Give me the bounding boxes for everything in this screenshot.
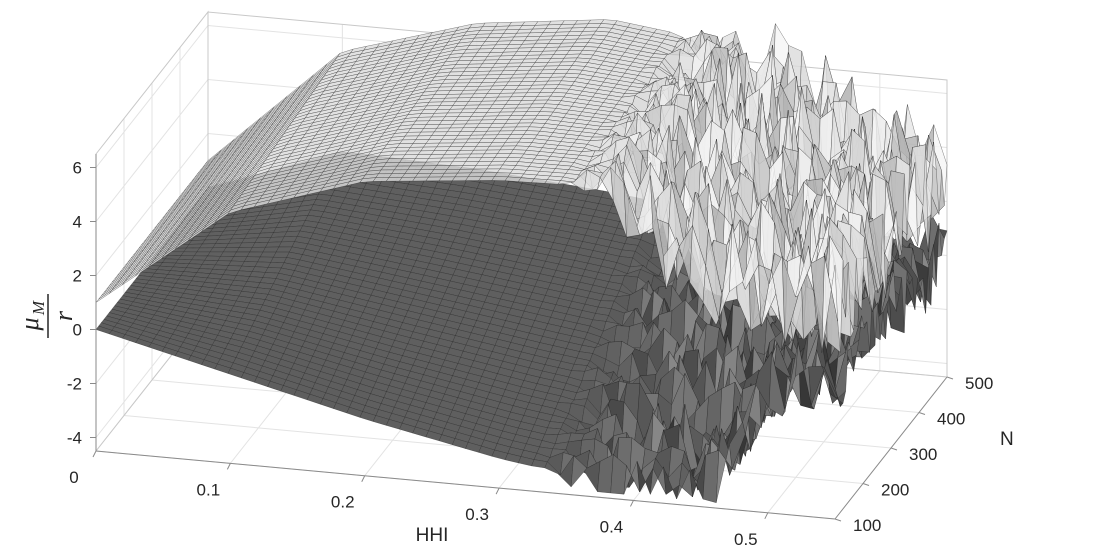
y-tick-mark	[946, 376, 954, 380]
upper-surface-patch	[95, 290, 113, 303]
x-tick-label: 0	[69, 468, 78, 487]
upper-surface-patch	[531, 178, 548, 184]
z-tick-label: 6	[73, 159, 82, 178]
x-tick-label: 0.2	[331, 493, 355, 512]
svg-text:M: M	[29, 300, 48, 316]
upper-surface-patch	[544, 179, 561, 185]
y-tick-mark	[918, 412, 926, 415]
x-tick-mark	[495, 487, 500, 495]
x-tick-label: 0.5	[734, 530, 758, 547]
z-axis-label: μ M r	[15, 294, 78, 338]
lower-surface-patch	[547, 421, 564, 430]
x-tick-label: 0.4	[600, 517, 624, 536]
z-tick-label: 0	[73, 321, 82, 340]
y-tick-label: 400	[937, 410, 965, 429]
y-tick-mark	[890, 447, 898, 451]
lower-surface-patch	[821, 365, 839, 399]
x-tick-label: 0.3	[465, 505, 489, 524]
x-tick-mark	[630, 500, 634, 507]
svg-text:μ: μ	[15, 317, 44, 331]
z-tick-label: -2	[67, 375, 82, 394]
x-tick-label: 0.1	[197, 480, 221, 499]
y-tick-label: 300	[909, 445, 937, 464]
z-tick-label: 2	[73, 267, 82, 286]
y-tick-label: 200	[881, 481, 909, 500]
x-tick-mark	[226, 463, 231, 470]
y-tick-label: 500	[965, 374, 993, 393]
y-tick-label: 100	[853, 516, 881, 535]
x-tick-mark	[764, 512, 769, 520]
z-tick-label: -4	[67, 429, 82, 448]
z-tick-label: 4	[73, 213, 82, 232]
x-tick-mark	[92, 450, 97, 458]
upper-surface	[95, 19, 948, 353]
y-tick-mark	[862, 483, 870, 486]
svg-text:r: r	[49, 310, 78, 321]
lower-surface-patch	[571, 364, 588, 372]
upper-surface-patch	[98, 286, 115, 300]
upper-surface-patch	[517, 177, 535, 183]
y-tick-mark	[834, 518, 842, 522]
x-tick-mark	[361, 475, 366, 482]
y-axis-label: N	[1000, 429, 1014, 450]
x-axis-label: HHI	[416, 525, 449, 546]
